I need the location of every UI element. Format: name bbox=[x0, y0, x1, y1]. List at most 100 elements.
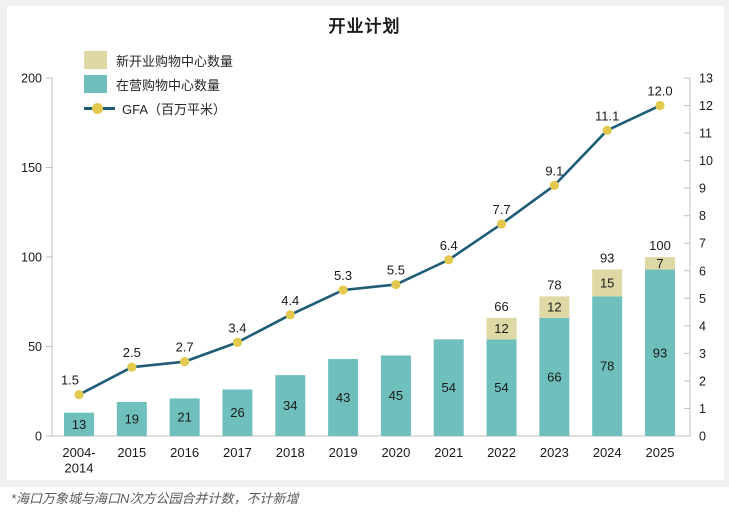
bar-value-label-operating: 54 bbox=[494, 380, 508, 395]
x-axis-category-label: 2024 bbox=[593, 445, 622, 460]
gfa-point-marker bbox=[127, 362, 137, 372]
bar-value-label-new-open: 15 bbox=[600, 275, 614, 290]
right-axis-tick-label: 5 bbox=[699, 292, 706, 306]
gfa-point-marker bbox=[232, 337, 243, 347]
bar-value-label-operating: 26 bbox=[230, 405, 244, 420]
left-axis-tick-label: 150 bbox=[21, 161, 42, 175]
gfa-point-marker bbox=[391, 279, 401, 290]
left-axis-tick-label: 200 bbox=[21, 72, 42, 86]
gfa-value-label: 4.4 bbox=[281, 293, 299, 308]
gfa-value-label: 1.5 bbox=[61, 373, 79, 388]
bar-segment-operating bbox=[433, 339, 464, 436]
line-marker-swatch-icon bbox=[84, 102, 115, 114]
right-axis-tick-label: 11 bbox=[699, 127, 712, 141]
bar-segment-operating bbox=[645, 269, 675, 436]
x-axis-category-label: 2017 bbox=[223, 445, 252, 460]
legend-item-gfa: GFA（百万平米） bbox=[84, 96, 233, 120]
bar-total-label: 66 bbox=[494, 299, 508, 314]
gfa-value-label: 6.4 bbox=[440, 238, 458, 253]
gfa-value-label: 3.4 bbox=[228, 320, 246, 335]
gfa-value-label: 5.5 bbox=[387, 263, 405, 278]
right-axis-tick-label: 2 bbox=[699, 374, 706, 388]
right-axis-tick-label: 9 bbox=[699, 182, 706, 196]
bar-value-label-operating: 93 bbox=[653, 345, 667, 360]
bar-value-label-new-open: 7 bbox=[656, 256, 663, 271]
right-axis-tick-label: 1 bbox=[699, 402, 706, 416]
left-axis-tick-label: 50 bbox=[28, 340, 42, 354]
bar-value-label-operating: 43 bbox=[336, 390, 350, 405]
gfa-point-marker bbox=[285, 310, 295, 320]
x-axis-category-label: 2021 bbox=[434, 445, 463, 460]
bar-total-label: 93 bbox=[600, 251, 614, 266]
teal-square-swatch-icon bbox=[84, 75, 107, 93]
gfa-point-marker bbox=[496, 219, 507, 229]
bar-segment-operating bbox=[64, 412, 94, 436]
bar-value-label-operating: 78 bbox=[600, 359, 614, 374]
gfa-value-label: 11.1 bbox=[595, 108, 619, 123]
bar-segment-operating bbox=[486, 339, 517, 436]
gfa-point-marker bbox=[180, 357, 190, 367]
left-axis-tick-label: 100 bbox=[21, 251, 42, 265]
legend-item-operating: 在营购物中心数量 bbox=[84, 72, 233, 96]
bar-total-label: 78 bbox=[547, 277, 561, 292]
x-axis-category-label: 2018 bbox=[276, 445, 305, 460]
bar-value-label-new-open: 12 bbox=[547, 300, 561, 315]
legend-label-gfa: GFA（百万平米） bbox=[122, 101, 227, 117]
bar-value-label-operating: 66 bbox=[547, 369, 561, 384]
x-axis-category-label: 2015 bbox=[117, 445, 146, 460]
bar-value-label-new-open: 12 bbox=[494, 321, 508, 336]
gfa-point-marker bbox=[338, 285, 348, 295]
gfa-value-label: 9.1 bbox=[545, 163, 563, 178]
bar-segment-operating bbox=[169, 398, 200, 436]
right-axis-tick-label: 7 bbox=[699, 237, 706, 251]
bar-segment-operating bbox=[380, 355, 411, 436]
x-axis-category-label: 2025 bbox=[646, 445, 675, 460]
bar-segment-operating bbox=[222, 389, 253, 436]
right-axis-tick-label: 12 bbox=[699, 99, 713, 113]
bar-value-label-operating: 21 bbox=[177, 410, 191, 425]
chart-legend: 新开业购物中心数量 在营购物中心数量 GFA（百万平米） bbox=[84, 48, 233, 120]
right-axis-tick-label: 13 bbox=[699, 72, 713, 86]
bar-segment-new-open bbox=[539, 296, 570, 318]
left-axis-tick-label: 0 bbox=[35, 430, 42, 444]
x-axis-category-label: 2023 bbox=[540, 445, 569, 460]
gfa-point-marker bbox=[444, 255, 454, 265]
bar-segment-new-open bbox=[592, 269, 623, 297]
x-axis-category-label: 2004- bbox=[62, 445, 95, 460]
chart-footnote: *海口万象城与海口N次方公园合并计数，不计新增 bbox=[11, 491, 299, 506]
x-axis-category-label: 2016 bbox=[170, 445, 199, 460]
bar-segment-operating bbox=[592, 296, 623, 436]
beige-square-swatch-icon bbox=[84, 51, 107, 69]
x-axis-category-label: 2022 bbox=[487, 445, 516, 460]
bar-value-label-operating: 34 bbox=[283, 398, 297, 413]
gfa-point-marker bbox=[602, 125, 612, 135]
right-axis-tick-label: 10 bbox=[699, 154, 713, 168]
line-marker-dot-icon bbox=[92, 102, 103, 114]
right-axis-tick-label: 4 bbox=[699, 319, 706, 333]
x-axis-category-label: 2020 bbox=[381, 445, 410, 460]
chart-title: 开业计划 bbox=[328, 17, 401, 36]
right-axis-tick-label: 0 bbox=[699, 430, 706, 444]
legend-label-operating: 在营购物中心数量 bbox=[116, 77, 221, 93]
bar-value-label-operating: 19 bbox=[125, 411, 139, 426]
bar-value-label-operating: 54 bbox=[441, 380, 455, 395]
gfa-line bbox=[77, 104, 662, 396]
right-axis-tick-label: 8 bbox=[699, 209, 706, 223]
bar-segment-operating bbox=[328, 359, 359, 436]
x-axis-category-label: 2014 bbox=[65, 461, 94, 476]
gfa-value-label: 5.3 bbox=[334, 268, 352, 283]
bar-total-label: 100 bbox=[649, 238, 671, 253]
gfa-point-marker bbox=[655, 100, 665, 111]
gfa-value-label: 2.7 bbox=[176, 340, 194, 355]
gfa-point-marker bbox=[549, 180, 559, 190]
bar-segment-new-open bbox=[645, 257, 675, 270]
bar-value-label-operating: 45 bbox=[389, 388, 403, 403]
gfa-value-label: 12.0 bbox=[647, 84, 672, 99]
gfa-value-label: 7.7 bbox=[493, 202, 511, 217]
bar-segment-operating bbox=[275, 375, 306, 436]
legend-label-new-open: 新开业购物中心数量 bbox=[116, 53, 234, 69]
x-axis-category-label: 2019 bbox=[329, 445, 358, 460]
bar-segment-operating bbox=[539, 317, 570, 436]
